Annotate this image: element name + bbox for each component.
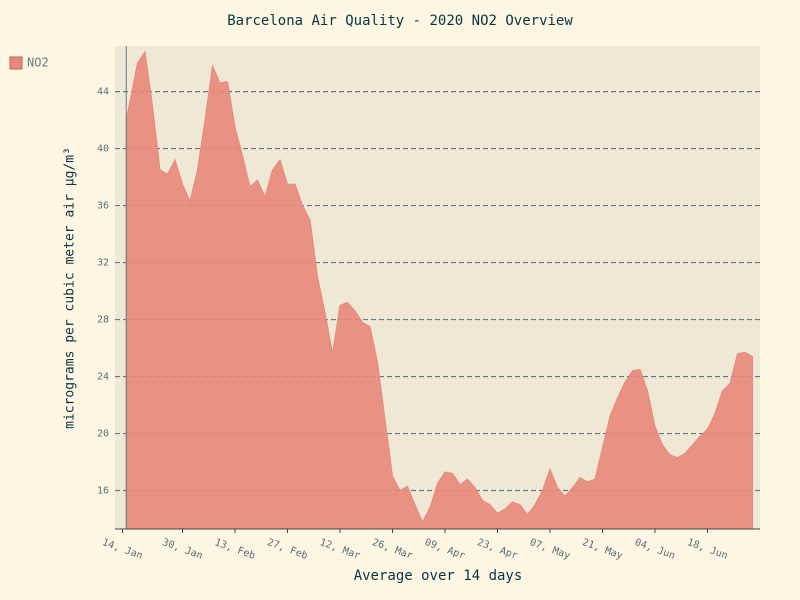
area bbox=[125, 50, 753, 530]
x-tick-label: 21, May bbox=[581, 537, 624, 562]
y-tick-label: 28 bbox=[97, 315, 109, 326]
x-tick-label: 23, Apr bbox=[476, 537, 519, 562]
legend-label: NO2 bbox=[27, 56, 49, 70]
x-tick-label: 09, Apr bbox=[423, 537, 466, 562]
legend-swatch bbox=[9, 56, 23, 70]
x-tick-label: 13, Feb bbox=[213, 537, 256, 562]
y-axis-title: micrograms per cubic meter air µg/m³ bbox=[63, 147, 78, 429]
x-tick-label: 26, Mar bbox=[371, 537, 414, 562]
x-tick-label: 27, Feb bbox=[266, 537, 309, 562]
x-tick-label: 18, Jun bbox=[686, 537, 729, 562]
x-tick-label: 12, Mar bbox=[318, 537, 361, 562]
x-axis-title: Average over 14 days bbox=[354, 568, 523, 584]
x-tick-label: 30, Jan bbox=[161, 537, 204, 562]
y-tick-label: 20 bbox=[97, 429, 109, 440]
chart-title: Barcelona Air Quality - 2020 NO2 Overvie… bbox=[227, 13, 573, 29]
y-tick-label: 44 bbox=[97, 87, 109, 98]
y-tick-label: 40 bbox=[97, 144, 109, 155]
x-tick-label: 07, May bbox=[528, 537, 571, 562]
x-tick-label: 04, Jun bbox=[633, 537, 676, 562]
y-tick-label: 32 bbox=[97, 258, 109, 269]
y-tick-label: 16 bbox=[97, 486, 109, 497]
y-tick-label: 36 bbox=[97, 201, 109, 212]
y-tick-label: 24 bbox=[97, 372, 109, 383]
x-tick-label: 14, Jan bbox=[101, 537, 144, 562]
